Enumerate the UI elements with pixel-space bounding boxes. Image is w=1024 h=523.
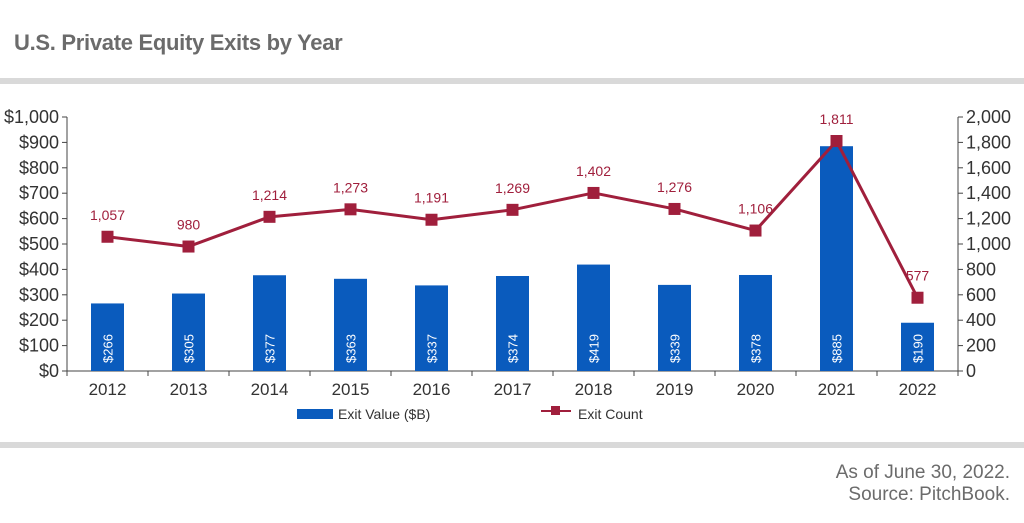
line-point-exit-count [587, 186, 600, 199]
x-tick-label: 2021 [818, 380, 856, 399]
line-point-exit-count [101, 230, 114, 243]
y-right-tick-label: 1,200 [966, 209, 1011, 229]
bar-data-label: $363 [344, 334, 359, 363]
y-left-tick-label: $1,000 [4, 107, 59, 127]
bar-exit-value [91, 303, 124, 371]
y-left-tick-label: $600 [19, 209, 59, 229]
bar-exit-value [172, 293, 205, 371]
bar-exit-value [496, 276, 529, 371]
x-tick-label: 2020 [737, 380, 775, 399]
line-data-label: 1,057 [90, 207, 125, 223]
bar-exit-value [739, 274, 772, 371]
bar-data-label: $377 [263, 334, 278, 363]
line-point-exit-count [506, 203, 519, 216]
x-tick-label: 2018 [575, 380, 613, 399]
bar-data-label: $378 [749, 334, 764, 363]
y-left-tick-label: $100 [19, 336, 59, 356]
line-point-exit-count [668, 202, 681, 215]
bar-exit-value [577, 264, 610, 371]
y-left-tick-label: $500 [19, 234, 59, 254]
footer-source: Source: PitchBook. [848, 484, 1010, 505]
y-right-tick-label: 800 [966, 259, 996, 279]
bar-exit-value [901, 322, 934, 371]
y-left-tick-label: $700 [19, 183, 59, 203]
x-tick-label: 2015 [332, 380, 370, 399]
x-tick-label: 2017 [494, 380, 532, 399]
y-right-tick-label: 600 [966, 285, 996, 305]
y-left-tick-label: $900 [19, 132, 59, 152]
line-data-label: 980 [177, 217, 201, 233]
chart-area: $0 $100 $200 $300 $400 $500 $600 $700 $800 $900 $1… [4, 107, 1011, 399]
legend-swatch-exit-value [297, 409, 333, 419]
line-data-label: 1,106 [738, 201, 773, 217]
x-tick-label: 2013 [170, 380, 208, 399]
y-right-tick-label: 1,600 [966, 158, 1011, 178]
line-point-exit-count [182, 240, 195, 253]
bar-data-label: $190 [911, 334, 926, 363]
line-data-label: 1,214 [252, 187, 287, 203]
line-data-label: 1,811 [820, 111, 854, 127]
x-tick-label: 2019 [656, 380, 694, 399]
legend-label-exit-count: Exit Count [578, 406, 643, 422]
line-point-exit-count [830, 135, 843, 148]
legend-swatch-exit-count-marker [551, 406, 560, 415]
footer: As of June 30, 2022. Source: PitchBook. [836, 462, 1010, 506]
bar-exit-value [820, 146, 853, 371]
y-left-tick-label: $300 [19, 285, 59, 305]
x-tick-label: 2022 [899, 380, 937, 399]
footer-date: As of June 30, 2022. [835, 462, 1010, 483]
bar-exit-value [334, 278, 367, 371]
line-data-label: 1,269 [495, 180, 530, 196]
x-tick-label: 2014 [251, 380, 289, 399]
y-right-tick-label: 200 [966, 336, 996, 356]
line-data-label: 577 [906, 268, 930, 284]
chart-title: U.S. Private Equity Exits by Year [14, 30, 343, 55]
bar-exit-value [658, 284, 691, 371]
y-left-tick-label: $800 [19, 158, 59, 178]
bar-data-label: $339 [668, 334, 683, 363]
line-point-exit-count [425, 213, 438, 226]
bottom-divider [0, 442, 1024, 448]
y-right-tick-label: 400 [966, 310, 996, 330]
line-point-exit-count [749, 224, 762, 237]
bar-data-label: $419 [587, 334, 602, 363]
y-left-tick-label: $200 [19, 310, 59, 330]
line-exit-count [107, 139, 919, 299]
y-left-tick-label: $400 [19, 259, 59, 279]
y-right-tick-label: 0 [966, 361, 976, 381]
y-right-tick-label: 2,000 [966, 107, 1011, 127]
bar-data-label: $374 [506, 334, 521, 363]
line-point-exit-count [911, 291, 924, 304]
bar-data-label: $305 [182, 334, 197, 363]
line-data-label: 1,402 [576, 163, 611, 179]
bar-data-label: $337 [425, 334, 440, 363]
y-right-tick-label: 1,000 [966, 234, 1011, 254]
y-right-tick-label: 1,800 [966, 132, 1011, 152]
bar-exit-value [253, 275, 286, 371]
line-point-exit-count [344, 203, 357, 216]
line-data-label: 1,276 [657, 179, 692, 195]
y-right-tick-label: 1,400 [966, 183, 1011, 203]
y-left-tick-label: $0 [39, 361, 59, 381]
bar-exit-value [415, 285, 448, 371]
line-point-exit-count [263, 210, 276, 223]
bar-data-label: $266 [101, 334, 116, 363]
line-data-label: 1,191 [414, 190, 449, 206]
legend-label-exit-value: Exit Value ($B) [338, 406, 431, 422]
x-tick-label: 2012 [89, 380, 127, 399]
line-data-label: 1,273 [333, 179, 368, 195]
x-tick-label: 2016 [413, 380, 451, 399]
bar-data-label: $885 [830, 334, 845, 363]
top-divider [0, 78, 1024, 84]
